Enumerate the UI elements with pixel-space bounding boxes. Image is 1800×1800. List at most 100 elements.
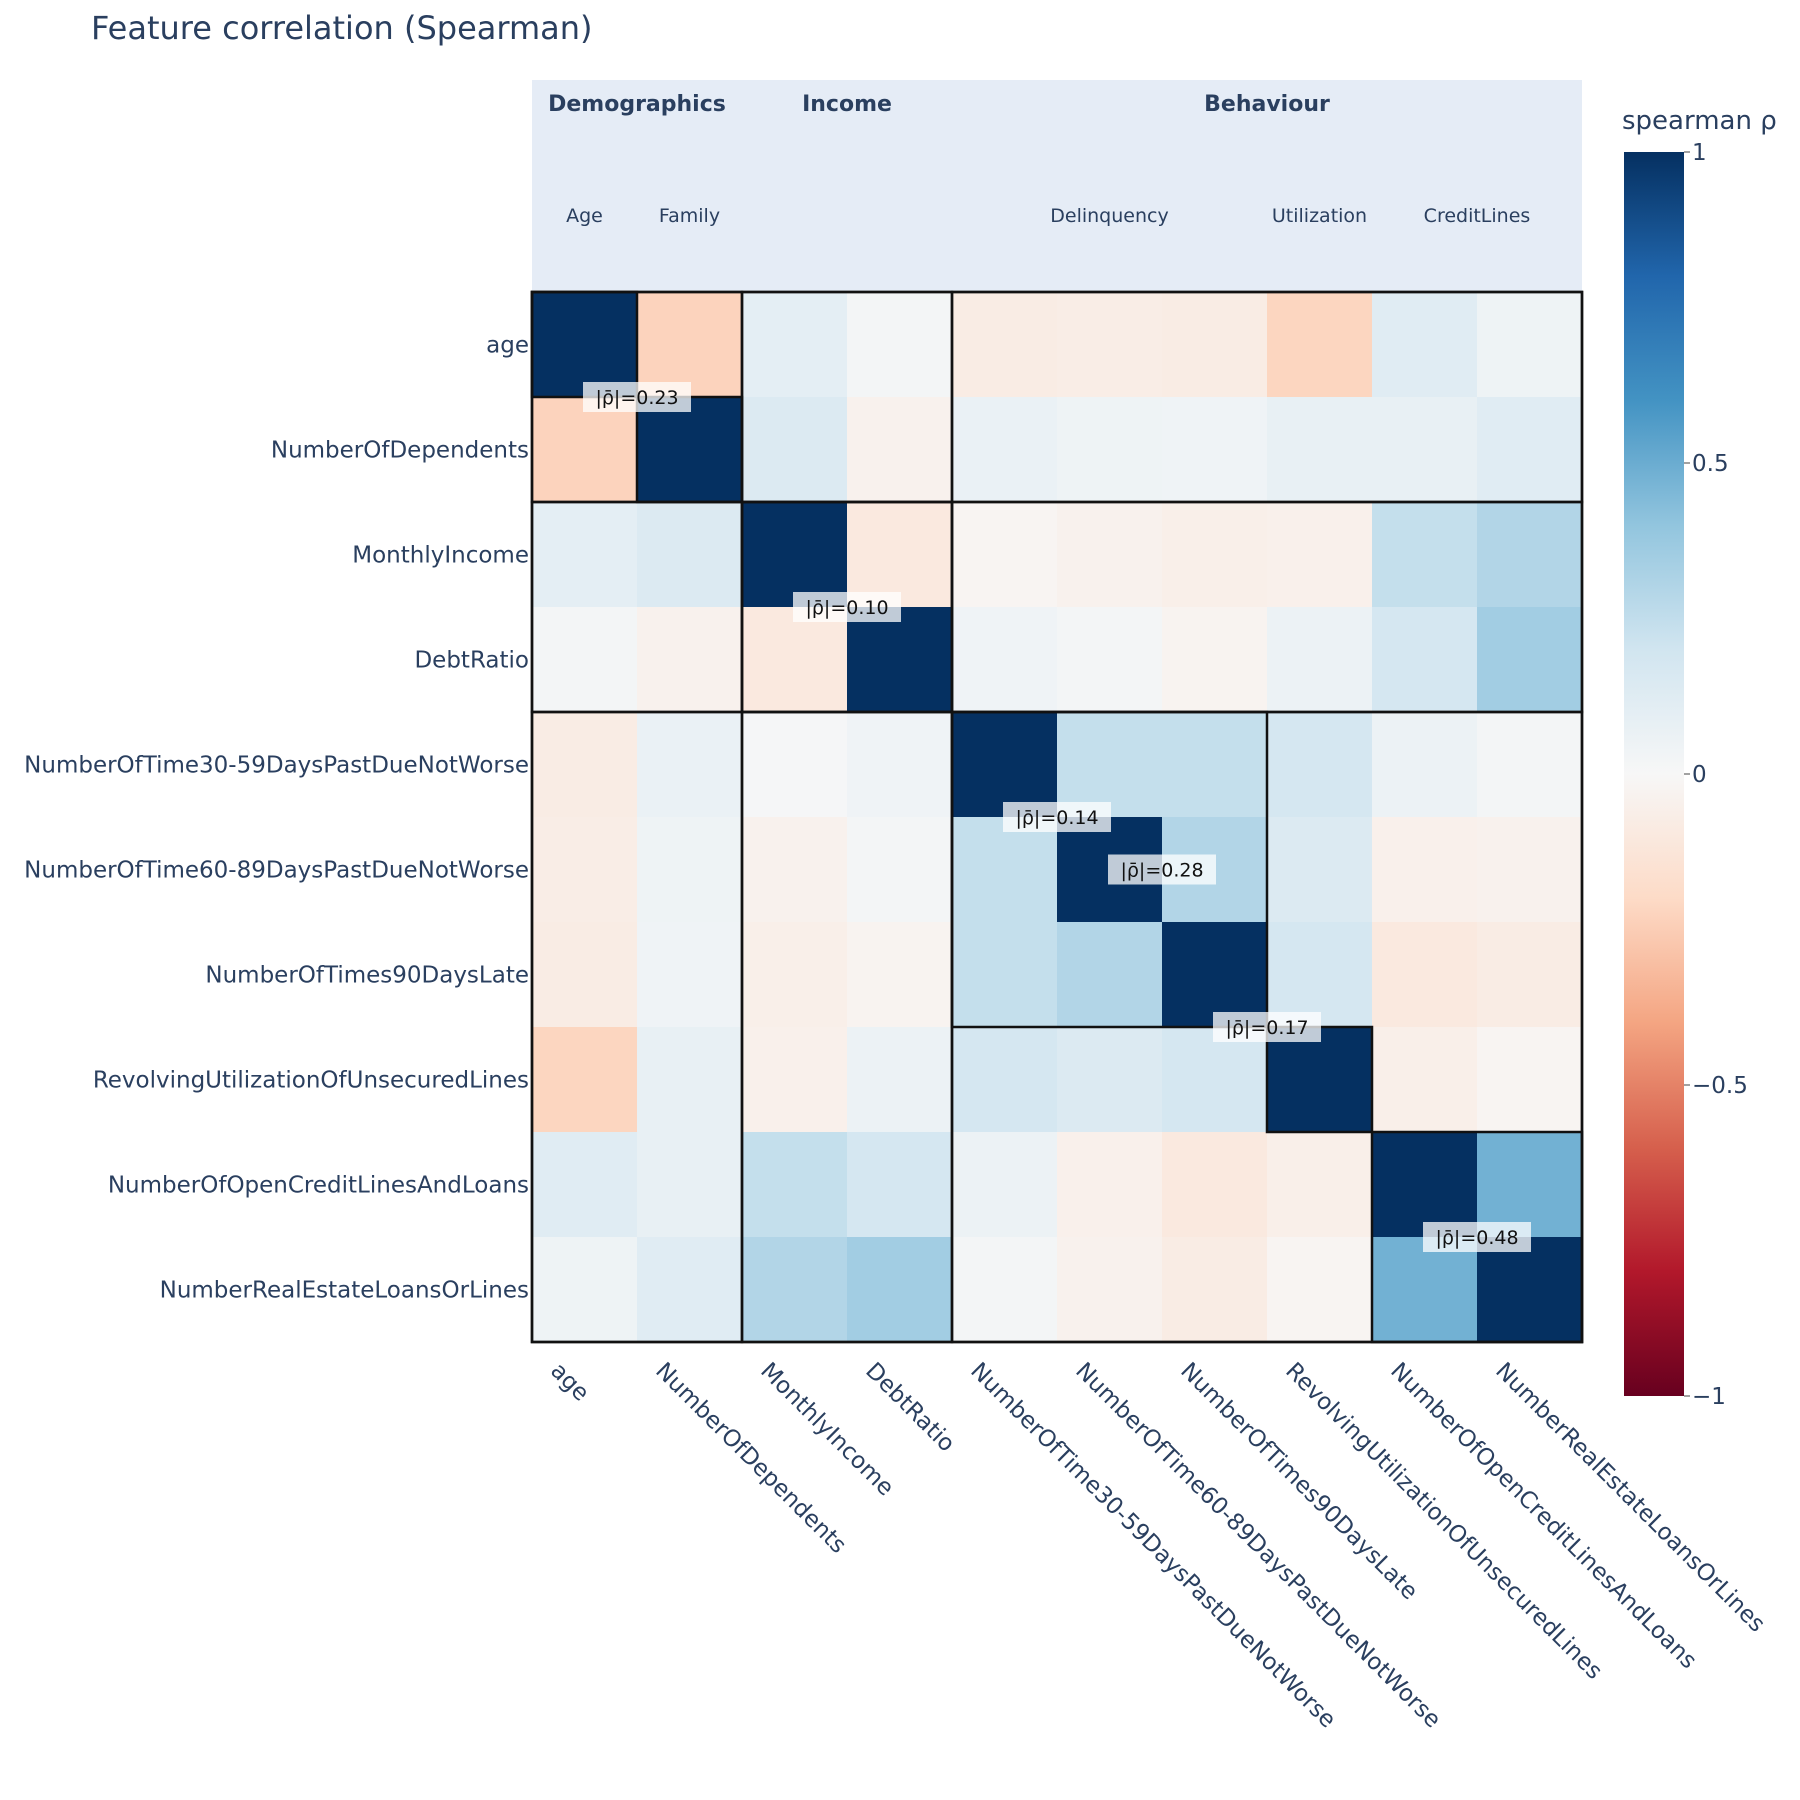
x-tick-label: NumberOfTime60-89DaysPastDueNotWorse xyxy=(1070,1358,1445,1733)
heatmap-cell xyxy=(1267,397,1373,503)
colorbar-tick-label: 0 xyxy=(1692,762,1707,788)
heatmap-cell xyxy=(952,1132,1058,1238)
annotation-bg xyxy=(1213,1012,1321,1042)
block-outlines xyxy=(530,290,1584,1344)
y-tick-label: NumberRealEstateLoansOrLines xyxy=(160,1278,529,1304)
heatmap-cell xyxy=(847,292,953,398)
y-tick-label: NumberOfOpenCreditLinesAndLoans xyxy=(108,1173,529,1199)
heatmap-cell xyxy=(532,1027,638,1133)
heatmap-cell xyxy=(1267,502,1373,608)
heatmap-cell xyxy=(637,1237,743,1343)
chart-title: Feature correlation (Spearman) xyxy=(91,9,593,47)
heatmap-cell xyxy=(637,922,743,1028)
annotation-bg xyxy=(1108,854,1216,885)
heatmap-cell xyxy=(1372,922,1478,1028)
heatmap-cell xyxy=(1267,292,1373,398)
heatmap-cell xyxy=(1162,397,1268,503)
colorbar-tick-label: −0.5 xyxy=(1692,1073,1748,1099)
heatmap-cell xyxy=(1267,712,1373,818)
annotation-text: |ρ̄|=0.23 xyxy=(595,387,678,409)
y-tick-label: NumberOfDependents xyxy=(271,438,529,464)
block-annotation: |ρ̄|=0.23 xyxy=(583,382,691,412)
heatmap-cell xyxy=(1267,817,1373,923)
heatmap-cell xyxy=(1477,397,1583,503)
annotation-bg xyxy=(1423,1222,1531,1252)
heatmap-cell xyxy=(637,712,743,818)
heatmap-cell xyxy=(1057,1132,1163,1238)
heatmap-cell xyxy=(952,922,1058,1028)
heatmap-cell xyxy=(952,712,1058,818)
heatmap-cell xyxy=(1267,1132,1373,1238)
annotation-bg xyxy=(1003,802,1111,832)
heatmap-cell xyxy=(847,1027,953,1133)
subgroup-label: Delinquency xyxy=(1050,205,1168,227)
heatmap-cell xyxy=(637,397,743,503)
heatmap-cell xyxy=(742,1027,848,1133)
heatmap-cell xyxy=(1057,1237,1163,1343)
annotation-text: |ρ̄|=0.28 xyxy=(1120,860,1203,882)
heatmap-cell xyxy=(1162,292,1268,398)
heatmap-cell xyxy=(532,292,638,398)
heatmap-cell xyxy=(742,1237,848,1343)
heatmap-cell xyxy=(637,607,743,713)
heatmap-cell xyxy=(532,502,638,608)
group-label: Demographics xyxy=(548,92,726,117)
heatmap-cell xyxy=(637,502,743,608)
y-tick-labels: age NumberOfDependents MonthlyIncome DebtRa… xyxy=(24,333,529,1304)
heatmap-cell xyxy=(1372,397,1478,503)
heatmap-cell xyxy=(742,502,848,608)
annotation-text: |ρ̄|=0.48 xyxy=(1435,1227,1518,1249)
heatmap-cell xyxy=(1477,607,1583,713)
heatmap-cell xyxy=(1477,502,1583,608)
group-label: Income xyxy=(802,92,892,117)
subgroup-label: CreditLines xyxy=(1424,205,1531,227)
colorbar-gradient xyxy=(1624,152,1684,1396)
heatmap-cell xyxy=(952,1027,1058,1133)
annotation-text: |ρ̄|=0.10 xyxy=(805,597,888,619)
heatmap-cell xyxy=(1477,292,1583,398)
y-tick-label: DebtRatio xyxy=(414,648,529,674)
y-tick-label: NumberOfTimes90DaysLate xyxy=(205,963,529,989)
heatmap-cell xyxy=(847,607,953,713)
heatmap-cells xyxy=(532,292,1583,1343)
x-tick-label: DebtRatio xyxy=(860,1358,959,1457)
heatmap-cell xyxy=(532,397,638,503)
subgroup-label: Family xyxy=(659,205,720,227)
colorbar-title: spearman ρ xyxy=(1622,106,1777,136)
heatmap-cell xyxy=(1372,1027,1478,1133)
heatmap-cell xyxy=(952,817,1058,923)
heatmap-cell xyxy=(847,922,953,1028)
annotation-text: |ρ̄|=0.14 xyxy=(1015,807,1098,829)
heatmap-cell xyxy=(1162,1237,1268,1343)
heatmap-cell xyxy=(847,502,953,608)
heatmap-cell xyxy=(1162,712,1268,818)
block-annotation: |ρ̄|=0.10 xyxy=(793,592,901,622)
heatmap-cell xyxy=(1162,922,1268,1028)
heatmap-cell xyxy=(1162,502,1268,608)
heatmap-cell xyxy=(1162,607,1268,713)
heatmap-border xyxy=(530,290,1584,1344)
x-tick-label: age xyxy=(545,1358,594,1407)
heatmap-cell xyxy=(1057,712,1163,818)
annotation-bg xyxy=(793,592,901,622)
heatmap-cell xyxy=(532,1132,638,1238)
heatmap-cell xyxy=(847,1132,953,1238)
x-tick-label: NumberOfTime30-59DaysPastDueNotWorse xyxy=(965,1358,1340,1733)
heatmap-cell xyxy=(1267,1237,1373,1343)
heatmap-cell xyxy=(637,292,743,398)
y-tick-label: MonthlyIncome xyxy=(352,543,529,569)
header-band-bg xyxy=(532,80,1582,292)
heatmap-cell xyxy=(742,922,848,1028)
block-annotations: |ρ̄|=0.23 |ρ̄|=0.10 |ρ̄|=0.14 |ρ̄|=0.28 |ρ̄|… xyxy=(583,382,1531,1252)
heatmap-cell xyxy=(1162,1027,1268,1133)
annotation-text: |ρ̄|=0.17 xyxy=(1225,1017,1308,1039)
heatmap-cell xyxy=(1057,292,1163,398)
heatmap-cell xyxy=(1267,1027,1373,1133)
y-tick-label: NumberOfTime30-59DaysPastDueNotWorse xyxy=(24,753,529,779)
heatmap-cell xyxy=(1372,1237,1478,1343)
heatmap-cell xyxy=(1372,292,1478,398)
block-annotation: |ρ̄|=0.14 xyxy=(1003,802,1111,832)
heatmap-cell xyxy=(1477,1132,1583,1238)
heatmap-cell xyxy=(1372,607,1478,713)
